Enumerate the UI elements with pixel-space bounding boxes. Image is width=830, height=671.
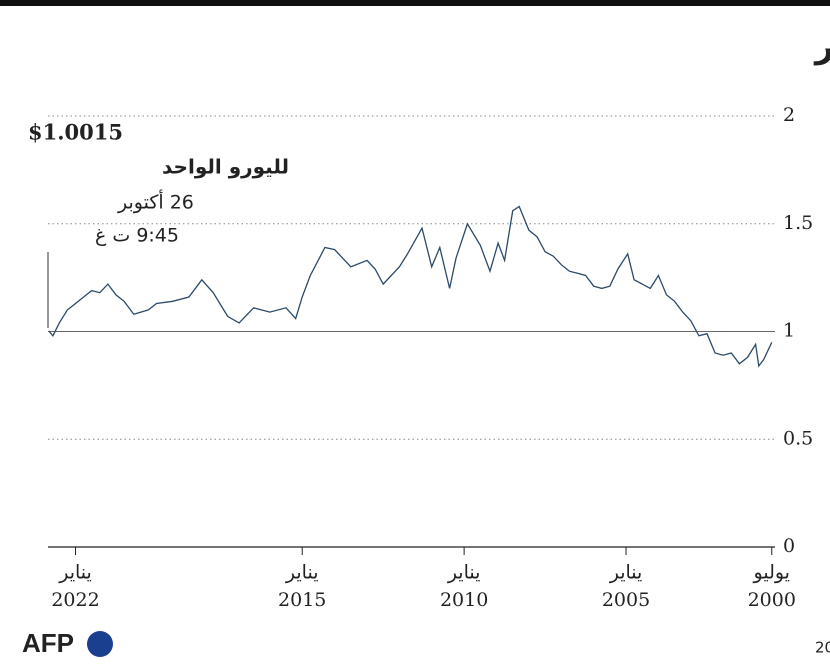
- chart-title: سعر صرف اليورو مقابل الدولار: [813, 27, 830, 67]
- x-tick-year: 2005: [602, 589, 650, 611]
- x-tick-month: يوليو: [753, 562, 790, 584]
- top-bar: [0, 0, 830, 6]
- x-tick-month: يناير: [447, 562, 481, 584]
- x-tick-year: 2000: [748, 589, 796, 611]
- logo-dot: [87, 631, 113, 657]
- x-tick-month: يناير: [285, 562, 319, 584]
- annotation-date: 26 أكتوبر: [117, 190, 194, 214]
- y-tick-label: 0: [783, 535, 795, 557]
- y-tick-label: 1.5: [783, 212, 813, 234]
- annotation-value: $1.0015: [28, 120, 123, 145]
- logo: AFP: [22, 628, 74, 658]
- source: المصدر: بلومبرغ، السعر عند الإغلاق باستث…: [815, 638, 830, 657]
- x-tick-year: 2010: [440, 589, 488, 611]
- y-tick-label: 1: [783, 320, 795, 342]
- price-line: [48, 205, 773, 368]
- x-tick-year: 2015: [278, 589, 326, 611]
- x-tick-month: يناير: [58, 562, 92, 584]
- y-tick-label: 0.5: [783, 427, 813, 449]
- y-tick-label: 2: [783, 104, 795, 126]
- annotation-time: 9:45 ت غ: [95, 225, 179, 247]
- annotation-unit: لليورو الواحد: [162, 155, 289, 179]
- x-tick-year: 2022: [51, 589, 99, 611]
- x-tick-month: يناير: [609, 562, 643, 584]
